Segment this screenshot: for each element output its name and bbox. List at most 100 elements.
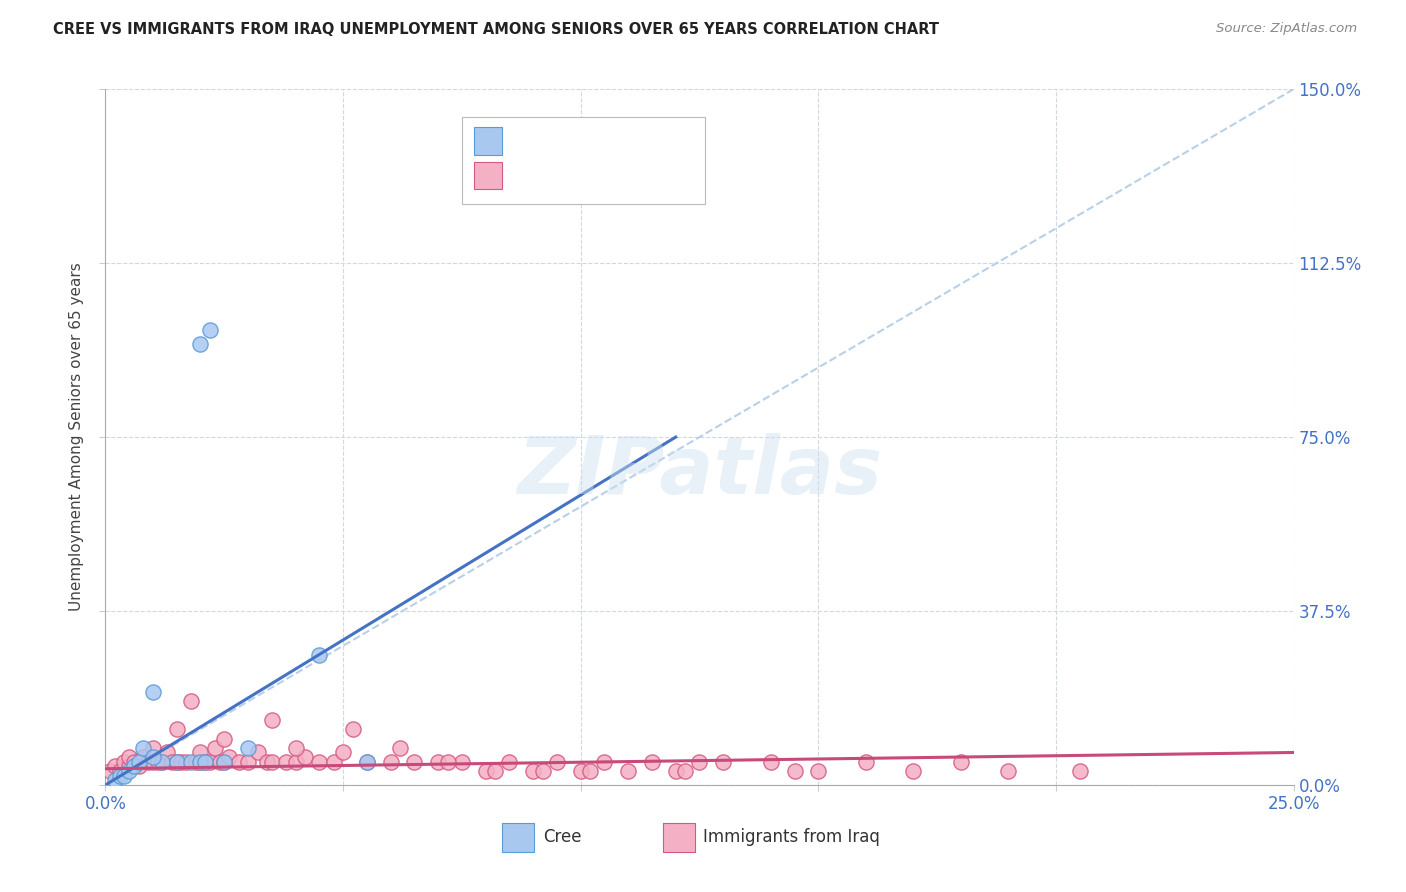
Point [190,755,212,769]
Point [284,740,307,755]
Point [98,764,121,778]
Text: R = 0.365: R = 0.365 [510,132,600,150]
Point [128,755,150,769]
Point [132,750,155,764]
Point [174,755,197,769]
Point [260,755,283,769]
FancyBboxPatch shape [474,127,502,154]
Point [260,713,283,727]
Point [142,685,165,699]
Point [204,740,226,755]
Point [146,755,169,769]
Y-axis label: Unemployment Among Seniors over 65 years: Unemployment Among Seniors over 65 years [69,263,84,611]
Point [236,740,259,755]
Point [156,746,179,760]
Point [903,764,925,778]
Point [142,740,165,755]
Point [498,755,520,769]
Point [522,764,544,778]
Point [759,755,782,769]
Point [214,731,236,746]
Point [142,755,165,769]
Point [166,755,188,769]
Point [380,755,402,769]
Text: CREE VS IMMIGRANTS FROM IRAQ UNEMPLOYMENT AMONG SENIORS OVER 65 YEARS CORRELATIO: CREE VS IMMIGRANTS FROM IRAQ UNEMPLOYMEN… [53,22,939,37]
Point [322,755,344,769]
Point [166,723,188,737]
Point [308,648,330,662]
Text: N = 20: N = 20 [600,132,662,150]
Point [142,750,165,764]
Point [190,746,212,760]
Point [190,337,212,351]
Point [180,694,202,708]
FancyBboxPatch shape [502,822,534,852]
Point [114,755,136,769]
Point [228,755,250,769]
Point [689,755,711,769]
Point [356,755,378,769]
Text: Immigrants from Iraq: Immigrants from Iraq [703,828,880,847]
Text: ZIPatlas: ZIPatlas [517,433,882,511]
Point [427,755,450,769]
Point [404,755,426,769]
Point [531,764,554,778]
Text: Cree: Cree [543,828,581,847]
Point [218,750,240,764]
Point [114,769,136,783]
Point [484,764,506,778]
Point [190,755,212,769]
Point [1069,764,1091,778]
Point [180,755,202,769]
Point [194,755,217,769]
Point [450,755,472,769]
Point [214,755,236,769]
Point [593,755,616,769]
Point [184,755,207,769]
Point [132,740,155,755]
Point [783,764,806,778]
Point [474,764,496,778]
Point [641,755,664,769]
Point [342,723,364,737]
FancyBboxPatch shape [461,117,706,204]
Point [208,755,231,769]
Point [108,764,131,778]
FancyBboxPatch shape [474,161,502,189]
Point [108,769,131,783]
Point [665,764,688,778]
Point [274,755,297,769]
Point [949,755,972,769]
Point [122,759,145,773]
Point [294,750,316,764]
Point [104,773,127,788]
Point [284,755,307,769]
Point [855,755,877,769]
Point [673,764,696,778]
Point [214,755,236,769]
Point [569,764,592,778]
Point [128,759,150,773]
Point [807,764,830,778]
Point [118,759,141,773]
Text: R = 0.089: R = 0.089 [510,167,600,185]
Point [308,755,330,769]
Point [436,755,458,769]
Point [118,750,141,764]
Point [617,764,640,778]
Point [170,755,193,769]
Point [136,755,159,769]
Point [194,755,217,769]
Point [389,740,412,755]
Point [160,755,183,769]
Point [332,746,354,760]
Point [152,755,174,769]
Point [997,764,1019,778]
Point [104,759,127,773]
Text: N = 75: N = 75 [600,167,662,185]
Point [711,755,734,769]
Point [356,755,378,769]
Point [122,755,145,769]
Point [256,755,278,769]
Point [546,755,568,769]
